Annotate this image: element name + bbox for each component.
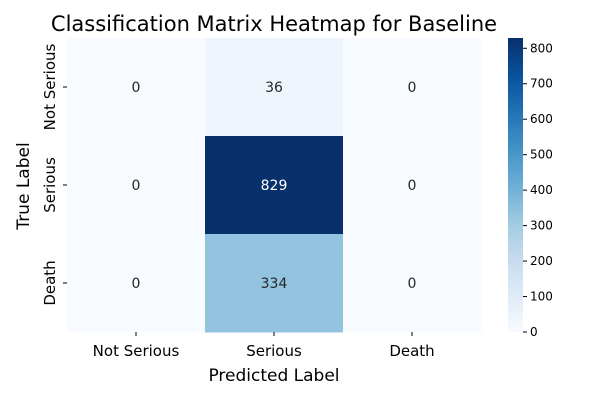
cell-value-label: 334 [261,276,288,292]
colorbar-tick-label: 300 [530,219,553,233]
x-tick-label: Serious [246,342,302,360]
cell-value-label: 0 [132,276,141,292]
x-tick-label: Not Serious [93,342,180,360]
colorbar-tick-label: 100 [530,290,553,304]
cell-value-label: 829 [261,178,288,194]
x-axis-ticks: Not Serious Serious Death [93,332,435,360]
x-tick-label: Death [389,342,434,360]
colorbar-tick-label: 200 [530,254,553,268]
x-axis-label: Predicted Label [208,366,339,386]
cell-value-label: 0 [408,178,417,194]
cell-value-label: 0 [408,80,417,96]
cell-value-label: 0 [132,80,141,96]
heatmap-cell [343,38,482,137]
cell-value-label: 0 [132,178,141,194]
colorbar-tick-label: 600 [530,112,553,126]
colorbar-tick-label: 0 [530,325,538,339]
cell-value-label: 0 [408,276,417,292]
colorbar-gradient [508,38,523,332]
y-tick-label: Not Serious [41,44,59,131]
heatmap-cell [343,234,482,333]
colorbar-tick-label: 800 [530,41,553,55]
heatmap-cell [67,234,206,333]
y-axis-ticks: Not Serious Serious Death [41,44,67,306]
colorbar-tick-label: 500 [530,148,553,162]
heatmap-cells: 0 36 0 0 829 0 0 334 0 [67,38,482,333]
colorbar-tick-label: 700 [530,77,553,91]
y-axis-label: True Label [14,142,34,230]
y-tick-label: Serious [41,157,59,213]
heatmap-cell [205,38,344,137]
heatmap-cell [205,136,344,235]
heatmap-cell [67,136,206,235]
heatmap-cell [343,136,482,235]
chart-title: Classification Matrix Heatmap for Baseli… [51,12,497,36]
y-tick-label: Death [41,260,59,305]
heatmap-cell [67,38,206,137]
heatmap-cell [205,234,344,333]
colorbar: 0 100 200 300 400 500 600 700 800 [508,38,553,339]
colorbar-tick-label: 400 [530,183,553,197]
cell-value-label: 36 [265,80,283,96]
